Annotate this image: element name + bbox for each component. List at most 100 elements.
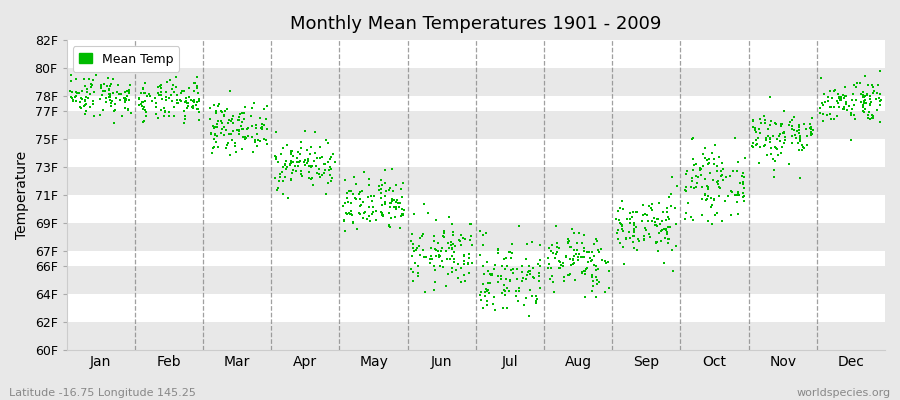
Point	[654, 238, 669, 244]
Point	[223, 88, 238, 94]
Point	[154, 107, 168, 114]
Point	[732, 192, 746, 198]
Point	[679, 187, 693, 193]
Point	[324, 165, 338, 172]
Point	[464, 220, 478, 227]
Point	[378, 201, 392, 207]
Point	[185, 102, 200, 109]
Point	[860, 112, 875, 118]
Point	[481, 268, 495, 274]
Point	[774, 122, 788, 129]
Point	[503, 267, 517, 274]
Point	[684, 214, 698, 220]
Point	[752, 144, 767, 150]
Point	[498, 292, 512, 298]
Point	[95, 88, 110, 95]
Point	[100, 83, 114, 90]
Point	[365, 211, 380, 218]
Point	[836, 106, 850, 112]
Point	[716, 177, 730, 183]
Point	[543, 276, 557, 282]
Point	[136, 119, 150, 125]
Point	[170, 96, 184, 103]
Point	[793, 137, 807, 144]
Point	[706, 197, 721, 203]
Point	[298, 157, 312, 164]
Point	[218, 108, 232, 114]
Point	[211, 118, 225, 125]
Point	[481, 301, 495, 308]
Point	[585, 248, 599, 255]
Point	[321, 140, 336, 146]
Point	[614, 220, 628, 227]
Point	[77, 83, 92, 90]
Point	[526, 275, 541, 281]
Point	[580, 266, 594, 272]
Point	[848, 115, 862, 122]
Point	[416, 230, 430, 237]
Point	[463, 237, 477, 243]
Point	[587, 240, 601, 247]
Point	[795, 146, 809, 153]
Point	[427, 263, 441, 269]
Point	[523, 268, 537, 274]
Point	[109, 95, 123, 102]
Point	[872, 119, 886, 125]
Point	[763, 145, 778, 151]
Point	[77, 102, 92, 108]
Point	[830, 113, 844, 119]
Point	[76, 75, 91, 82]
Point	[304, 176, 319, 182]
Point	[711, 178, 725, 185]
Point	[136, 86, 150, 92]
Point	[231, 117, 246, 123]
Point	[192, 98, 206, 104]
Point	[249, 131, 264, 138]
Point	[650, 222, 664, 229]
Point	[736, 170, 751, 176]
Point	[725, 168, 740, 175]
Point	[446, 249, 461, 256]
Point	[423, 256, 437, 262]
Point	[626, 226, 641, 232]
Point	[616, 244, 631, 250]
Point	[257, 122, 272, 128]
Point	[256, 136, 271, 142]
Point	[485, 301, 500, 307]
Point	[666, 268, 680, 275]
Point	[664, 202, 679, 209]
Point	[237, 116, 251, 122]
Point	[730, 168, 744, 174]
Point	[488, 262, 502, 268]
Point	[151, 89, 166, 96]
Point	[580, 249, 594, 256]
Point	[837, 104, 851, 110]
Point	[322, 156, 337, 162]
Point	[289, 168, 303, 174]
Point	[212, 101, 226, 107]
Point	[519, 256, 534, 262]
Point	[86, 76, 100, 83]
Point	[663, 224, 678, 230]
Point	[580, 265, 594, 272]
Point	[578, 268, 592, 274]
Point	[738, 155, 752, 161]
Point	[778, 134, 793, 140]
Point	[189, 99, 203, 105]
Point	[703, 170, 717, 176]
Point	[119, 96, 133, 102]
Point	[317, 170, 331, 176]
Point	[353, 211, 367, 218]
Point	[122, 87, 137, 93]
Point	[839, 92, 853, 99]
Point	[140, 93, 154, 100]
Point	[564, 262, 579, 268]
Point	[259, 116, 274, 122]
Point	[559, 253, 573, 260]
Point	[355, 202, 369, 208]
Point	[627, 245, 642, 252]
Point	[520, 240, 535, 247]
Point	[151, 115, 166, 121]
Point	[177, 88, 192, 94]
Point	[522, 313, 536, 319]
